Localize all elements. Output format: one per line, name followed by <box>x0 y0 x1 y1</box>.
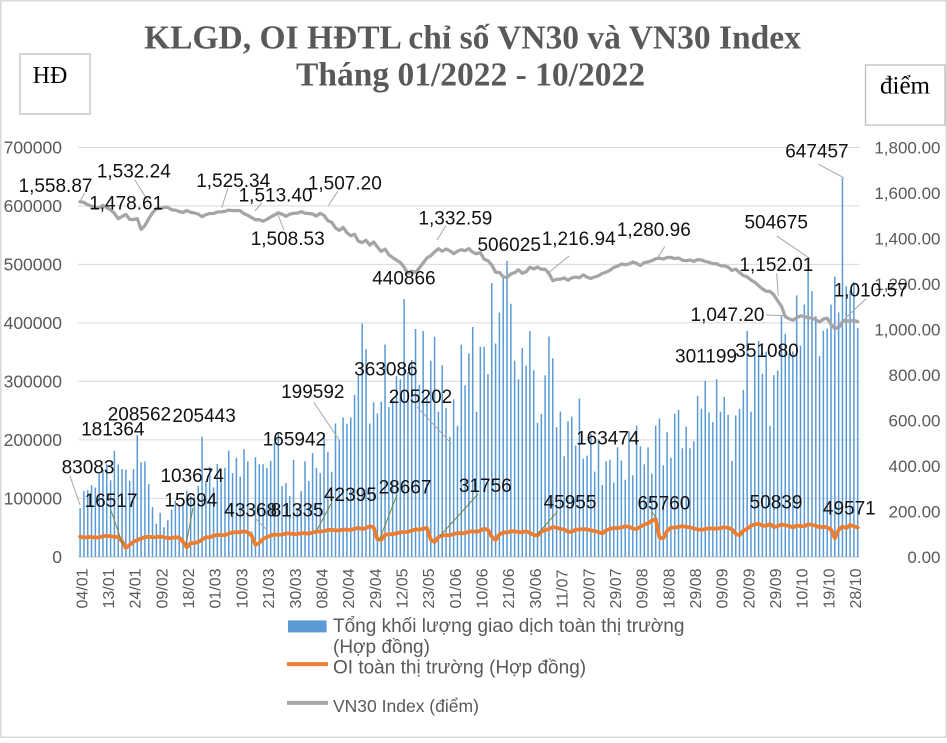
svg-text:1,216.94: 1,216.94 <box>542 229 616 250</box>
svg-text:1,000.00: 1,000.00 <box>874 320 940 339</box>
svg-text:1,600.00: 1,600.00 <box>874 184 940 203</box>
svg-text:103674: 103674 <box>160 466 224 487</box>
svg-text:0.00: 0.00 <box>907 548 940 567</box>
svg-text:23/05: 23/05 <box>421 568 438 608</box>
svg-text:11/07: 11/07 <box>555 570 572 609</box>
svg-text:18/08: 18/08 <box>661 568 678 608</box>
svg-text:10/03: 10/03 <box>234 568 251 608</box>
svg-text:1,558.87: 1,558.87 <box>19 176 93 197</box>
svg-text:65760: 65760 <box>637 494 690 515</box>
svg-text:1,152.01: 1,152.01 <box>739 255 813 276</box>
svg-text:15694: 15694 <box>164 491 217 512</box>
svg-text:09/02: 09/02 <box>154 568 171 608</box>
svg-text:21/06: 21/06 <box>501 568 518 608</box>
svg-text:24/01: 24/01 <box>128 568 145 608</box>
svg-text:20/07: 20/07 <box>581 568 598 608</box>
svg-text:01/06: 01/06 <box>448 568 465 608</box>
svg-text:08/04: 08/04 <box>314 568 331 608</box>
svg-text:1,508.53: 1,508.53 <box>251 229 325 250</box>
svg-text:205443: 205443 <box>172 406 235 427</box>
svg-text:647457: 647457 <box>785 142 848 163</box>
svg-text:199592: 199592 <box>281 382 344 403</box>
svg-text:09/09: 09/09 <box>715 568 732 608</box>
svg-text:1,010.57: 1,010.57 <box>834 280 908 301</box>
svg-text:28/10: 28/10 <box>848 568 865 608</box>
svg-text:13/01: 13/01 <box>101 568 118 608</box>
svg-text:351080: 351080 <box>735 341 798 362</box>
svg-text:400.00: 400.00 <box>889 457 941 476</box>
svg-text:VN30 Index (điểm): VN30 Index (điểm) <box>333 696 479 716</box>
svg-text:10/10: 10/10 <box>795 568 812 608</box>
svg-text:1,507.20: 1,507.20 <box>308 174 382 195</box>
svg-text:440866: 440866 <box>372 269 435 290</box>
svg-text:1,800.00: 1,800.00 <box>874 138 940 157</box>
svg-text:(Hợp đồng): (Hợp đồng) <box>333 637 430 658</box>
svg-text:1,280.96: 1,280.96 <box>617 220 691 241</box>
svg-text:Tổng khối lượng giao dịch toàn: Tổng khối lượng giao dịch toàn thị trườn… <box>333 616 684 637</box>
svg-text:1,513.40: 1,513.40 <box>239 185 313 206</box>
svg-text:50839: 50839 <box>750 493 803 514</box>
svg-text:208562: 208562 <box>108 405 171 426</box>
svg-text:49571: 49571 <box>823 499 876 520</box>
svg-text:800.00: 800.00 <box>889 366 941 385</box>
svg-text:1,047.20: 1,047.20 <box>691 305 765 326</box>
svg-text:20/09: 20/09 <box>741 568 758 608</box>
svg-text:09/08: 09/08 <box>635 568 652 608</box>
svg-text:01/03: 01/03 <box>208 568 225 608</box>
svg-text:83083: 83083 <box>62 457 115 478</box>
svg-text:600000: 600000 <box>4 196 63 216</box>
svg-text:16517: 16517 <box>85 491 138 512</box>
svg-text:42395: 42395 <box>324 485 377 506</box>
svg-text:29/04: 29/04 <box>368 568 385 608</box>
svg-text:200.00: 200.00 <box>889 502 941 521</box>
svg-text:1,200.00: 1,200.00 <box>874 275 940 294</box>
svg-text:Tháng 01/2022 - 10/2022: Tháng 01/2022 - 10/2022 <box>296 57 645 94</box>
svg-text:31756: 31756 <box>459 476 512 497</box>
svg-text:363086: 363086 <box>354 360 417 381</box>
svg-text:19/10: 19/10 <box>821 568 838 608</box>
svg-text:29/09: 29/09 <box>768 568 785 608</box>
svg-text:04/01: 04/01 <box>74 568 91 608</box>
svg-text:1,478.61: 1,478.61 <box>89 194 163 215</box>
svg-text:29/08: 29/08 <box>688 568 705 608</box>
svg-text:506025: 506025 <box>477 235 540 256</box>
svg-text:30/03: 30/03 <box>288 568 305 608</box>
svg-text:400000: 400000 <box>4 313 63 333</box>
svg-text:300000: 300000 <box>4 371 63 391</box>
svg-text:181364: 181364 <box>81 420 145 441</box>
svg-text:HĐ: HĐ <box>33 63 68 89</box>
svg-text:0: 0 <box>52 547 62 567</box>
svg-text:21/03: 21/03 <box>261 568 278 608</box>
svg-text:1,400.00: 1,400.00 <box>874 229 940 248</box>
svg-text:20/04: 20/04 <box>341 568 358 608</box>
svg-text:500000: 500000 <box>4 254 63 274</box>
svg-text:600.00: 600.00 <box>889 411 941 430</box>
svg-text:12/05: 12/05 <box>395 568 412 608</box>
svg-text:200000: 200000 <box>4 430 63 450</box>
svg-text:18/02: 18/02 <box>181 568 198 608</box>
svg-text:504675: 504675 <box>744 212 807 233</box>
svg-text:30/06: 30/06 <box>528 568 545 608</box>
svg-text:301199: 301199 <box>675 347 737 368</box>
svg-text:45955: 45955 <box>544 492 597 513</box>
svg-text:43368: 43368 <box>224 500 277 521</box>
svg-text:10/06: 10/06 <box>475 568 492 608</box>
svg-text:1,532.24: 1,532.24 <box>97 162 171 183</box>
svg-text:1,332.59: 1,332.59 <box>418 209 492 230</box>
svg-text:KLGD, OI HĐTL chỉ số VN30 và V: KLGD, OI HĐTL chỉ số VN30 và VN30 Index <box>144 20 801 57</box>
svg-text:700000: 700000 <box>4 137 63 157</box>
svg-text:163474: 163474 <box>576 429 640 450</box>
svg-text:1,525.34: 1,525.34 <box>196 171 270 192</box>
svg-text:205202: 205202 <box>389 387 452 408</box>
svg-text:165942: 165942 <box>263 429 326 450</box>
svg-text:81335: 81335 <box>271 501 324 522</box>
svg-text:100000: 100000 <box>4 488 63 508</box>
svg-text:OI toàn thị trường (Hợp đồng): OI toàn thị trường (Hợp đồng) <box>333 658 586 679</box>
svg-text:29/07: 29/07 <box>608 568 625 608</box>
svg-text:28667: 28667 <box>379 477 432 498</box>
svg-text:điểm: điểm <box>880 73 931 100</box>
